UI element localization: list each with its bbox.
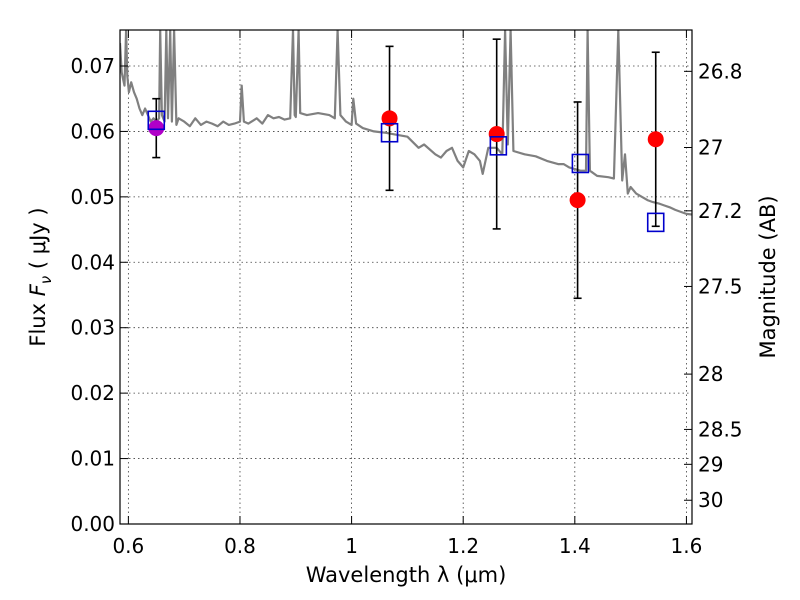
y-tick-label: 0.07 (70, 54, 115, 78)
mag-tick-label: 26.8 (698, 59, 743, 83)
y-tick-label: 0.01 (70, 447, 115, 471)
model-photometry-point (489, 136, 508, 156)
model-photometry-point (147, 110, 166, 131)
x-tick-label: 0.8 (224, 534, 256, 558)
y-label-var: F (26, 283, 50, 296)
y-tick-label: 0.00 (70, 512, 115, 536)
y-label-unit: ( μJy ) (26, 207, 50, 275)
model-photometry-point (646, 212, 665, 233)
model-photometry-point (571, 153, 590, 174)
mag-tick-label: 30 (698, 488, 723, 512)
observed-point (488, 126, 505, 143)
y-tick-label: 0.06 (70, 119, 115, 143)
x-tick-label: 1 (345, 534, 358, 558)
y-tick-label: 0.04 (70, 250, 115, 274)
y-axis-label-left: Flux Fν ( μJy ) (26, 207, 55, 346)
marker-layer (147, 38, 665, 300)
x-tick-label: 1.2 (447, 534, 479, 558)
mag-tick-label: 27.2 (698, 199, 743, 223)
y-tick-label: 0.05 (70, 185, 115, 209)
mag-tick-label: 28 (698, 362, 723, 386)
observed-point (569, 192, 586, 209)
mag-tick-label: 27 (698, 135, 723, 159)
mag-tick-label: 29 (698, 452, 723, 476)
y-label-sub: ν (37, 276, 55, 284)
y-tick-label: 0.02 (70, 381, 115, 405)
y-label-prefix: Flux (26, 296, 50, 346)
y-axis-label-right: Magnitude (AB) (756, 195, 780, 358)
x-tick-label: 0.6 (112, 534, 144, 558)
x-tick-label: 1.4 (559, 534, 591, 558)
mag-tick-label: 28.5 (698, 417, 743, 441)
tick-layer: 0.6 0.8 1 1.2 1.4 1.6 0.00 0.01 0.02 0.03 0.04 0.05… (70, 30, 743, 558)
plot-frame (119, 29, 693, 525)
observed-point (148, 120, 165, 137)
x-axis-label: Wavelength λ (μm) (306, 563, 507, 587)
grid-layer (120, 30, 692, 524)
model-photometry-point (380, 122, 399, 143)
observed-point (381, 110, 398, 127)
series-layer (120, 30, 692, 216)
y-tick-label: 0.03 (70, 316, 115, 340)
observed-point (647, 131, 664, 148)
sed-model-line (120, 30, 692, 216)
x-tick-label: 1.6 (671, 534, 703, 558)
mag-tick-label: 27.5 (698, 274, 743, 298)
